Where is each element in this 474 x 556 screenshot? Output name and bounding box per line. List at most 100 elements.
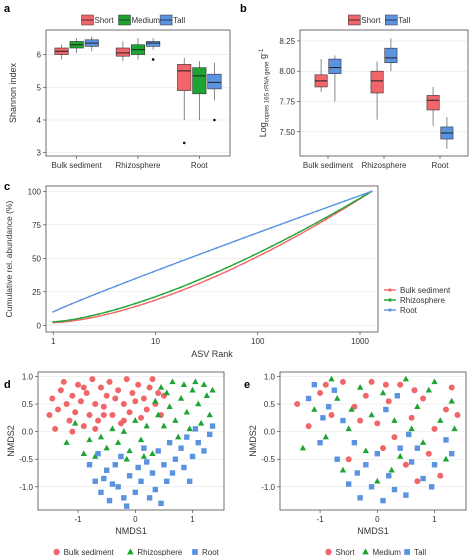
scatter-point-bulk-sediment [69, 392, 76, 399]
scatter-point-tall [331, 387, 338, 393]
legend-label: Bulk sediment [400, 286, 451, 295]
scatter-point-rhizosphere [63, 439, 70, 445]
scatter-point-medium [448, 397, 455, 404]
y-tick-label: 0.5 [264, 400, 276, 409]
y-tick-label: 3 [37, 149, 42, 158]
scatter-point-rhizosphere [103, 444, 110, 451]
scatter-point-rhizosphere [114, 439, 122, 445]
scatter-point-medium [348, 406, 355, 412]
y-tick-label: 0.0 [264, 428, 276, 437]
scatter-point-tall [406, 431, 412, 438]
scatter-point-bulk-sediment [146, 384, 153, 391]
scatter-point-tall [380, 497, 386, 504]
legend-label: Short [336, 548, 356, 556]
scatter-point-tall [345, 481, 352, 487]
scatter-point-short [431, 425, 438, 432]
scatter-point-bulk-sediment [115, 387, 122, 394]
scatter-point-root [181, 464, 187, 471]
scatter-point-tall [357, 495, 363, 501]
scatter-point-rhizosphere [177, 395, 185, 401]
scatter-point-short [402, 461, 409, 468]
legend-label: Tall [173, 16, 185, 25]
x-axis-label: NMDS1 [357, 526, 389, 536]
scatter-point-bulk-sediment [109, 412, 116, 419]
box-outlier [213, 118, 216, 122]
x-tick-label: 1000 [351, 337, 369, 346]
scatter-point-short [385, 398, 392, 405]
series-point [216, 271, 218, 273]
scatter-point-rhizosphere [160, 422, 168, 429]
scatter-point-medium [397, 453, 404, 459]
plot-frame-c [45, 185, 379, 333]
x-tick-label: Rhizosphere [362, 161, 407, 170]
scatter-point-root [186, 478, 193, 484]
series-point [125, 281, 127, 284]
scatter-point-short [345, 456, 352, 463]
series-point [197, 253, 200, 256]
series-point [152, 270, 155, 273]
series-point [61, 306, 64, 309]
scatter-point-bulk-sediment [92, 401, 99, 408]
legend-key-rhizosphere [127, 548, 134, 555]
scatter-point-root [149, 470, 156, 476]
scatter-point-bulk-sediment [72, 409, 79, 416]
scatter-point-medium [431, 378, 438, 385]
scatter-point-bulk-sediment [86, 412, 93, 419]
scatter-point-tall [334, 456, 340, 462]
x-axis-label: NMDS1 [115, 526, 147, 536]
series-point [161, 267, 164, 270]
scatter-point-root [124, 503, 130, 509]
series-point [225, 267, 227, 269]
scatter-point-bulk-sediment [135, 381, 142, 388]
scatter-point-rhizosphere [109, 425, 116, 432]
scatter-point-tall [394, 393, 401, 399]
scatter-point-tall [420, 475, 426, 482]
scatter-point-rhizosphere [175, 433, 182, 440]
scatter-point-bulk-sediment [52, 425, 59, 432]
scatter-point-root [172, 456, 179, 462]
series-point [252, 257, 255, 260]
series-point [343, 206, 346, 209]
series-point [270, 226, 273, 229]
scatter-point-root [155, 448, 161, 454]
y-tick-label: 1.0 [264, 372, 276, 381]
series-point [152, 299, 155, 302]
scatter-point-bulk-sediment [97, 384, 104, 391]
legend-label: Short [361, 16, 381, 25]
y-axis-label: NMDS2 [6, 425, 16, 457]
series-point [79, 317, 82, 320]
scatter-point-tall [368, 484, 375, 490]
scatter-point-short [294, 401, 301, 408]
scatter-point-tall [311, 381, 318, 388]
y-tick-label: 4 [37, 116, 42, 125]
series-point [70, 320, 73, 322]
scatter-point-tall [340, 417, 346, 424]
x-tick-label: Root [191, 161, 209, 170]
scatter-point-root [138, 478, 144, 484]
panel-label-d: d [4, 379, 11, 391]
y-axis-label: Cumulative rel. abundance (%) [4, 200, 14, 317]
scatter-point-root [192, 426, 199, 432]
scatter-point-short [362, 392, 369, 399]
x-tick-label: Bulk sediment [52, 161, 103, 170]
scatter-point-short [351, 403, 358, 410]
scatter-point-short [317, 389, 324, 396]
scatter-point-medium [339, 466, 347, 473]
legend-label: Medium [132, 16, 161, 25]
scatter-point-bulk-sediment [106, 378, 113, 385]
scatter-point-medium [345, 425, 352, 432]
series-point [134, 305, 136, 308]
scatter-point-rhizosphere [86, 436, 93, 443]
box-body [328, 58, 342, 74]
x-tick-label: Bulk sediment [303, 161, 354, 170]
scatter-point-root [195, 439, 201, 446]
y-tick-label: 25 [32, 288, 41, 297]
scatter-point-rhizosphere [126, 447, 133, 454]
scatter-point-rhizosphere [183, 408, 190, 415]
scatter-point-root [92, 478, 98, 484]
scatter-point-rhizosphere [186, 425, 193, 432]
scatter-point-short [448, 384, 455, 391]
scatter-point-root [189, 453, 196, 460]
scatter-point-rhizosphere [120, 428, 127, 434]
